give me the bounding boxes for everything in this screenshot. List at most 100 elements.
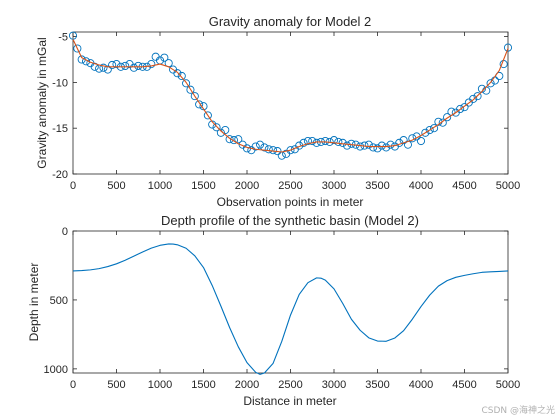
gravity-data-point — [212, 123, 221, 132]
gravity-data-point — [182, 79, 191, 88]
gravity-data-point — [177, 71, 186, 81]
depth-profile-chart: Depth profile of the synthetic basin (Mo… — [27, 213, 520, 408]
depth-xtick-label: 500 — [107, 379, 125, 391]
gravity-data-point — [225, 135, 234, 144]
gravity-xtick-label: 1000 — [148, 180, 172, 192]
gravity-data-point — [264, 145, 273, 154]
gravity-data-point — [456, 104, 465, 114]
gravity-chart-series — [68, 31, 513, 160]
gravity-data-point — [369, 143, 378, 152]
depth-xtick-label: 1500 — [191, 379, 215, 391]
gravity-data-point — [321, 136, 330, 146]
depth-xtick-label: 2000 — [235, 379, 259, 391]
gravity-chart-ticks: 0 500 1000 1500 2000 2500 3000 3500 4000 4500 5000… — [52, 32, 520, 192]
depth-chart-series — [72, 243, 509, 375]
depth-chart-axes-box — [72, 230, 509, 374]
depth-chart-ticks: 0 500 1000 1500 2000 2500 3000 3500 4000 4500 5000… — [44, 226, 521, 391]
gravity-data-point — [195, 100, 204, 109]
gravity-chart-axes-box — [72, 31, 509, 175]
gravity-ytick-label: -10 — [52, 77, 68, 89]
gravity-data-point — [216, 128, 225, 137]
gravity-data-point — [73, 44, 82, 53]
gravity-data-point — [99, 63, 108, 72]
gravity-data-point — [342, 141, 352, 150]
gravity-data-point — [121, 61, 130, 70]
gravity-xtick-label: 500 — [107, 180, 125, 192]
gravity-data-point — [229, 136, 238, 145]
depth-xtick-label: 4500 — [452, 379, 476, 391]
gravity-xtick-label: 5000 — [496, 180, 520, 192]
gravity-data-point — [473, 92, 482, 101]
gravity-xtick-label: 4500 — [452, 180, 476, 192]
depth-chart-ylabel: Depth in meter — [27, 263, 41, 342]
gravity-ytick-label: -20 — [52, 169, 68, 181]
gravity-data-point — [503, 43, 513, 52]
gravity-data-point — [299, 138, 308, 147]
gravity-data-point — [173, 69, 182, 78]
gravity-data-point — [469, 94, 478, 103]
depth-ytick-label: 0 — [62, 226, 68, 238]
depth-xtick-label: 5000 — [496, 379, 520, 391]
gravity-xtick-label: 3000 — [322, 180, 346, 192]
gravity-xtick-label: 2500 — [278, 180, 302, 192]
gravity-data-point — [286, 146, 295, 155]
gravity-data-point — [260, 143, 269, 152]
gravity-chart-title: Gravity anomaly for Model 2 — [209, 14, 372, 29]
gravity-data-point — [134, 61, 143, 70]
depth-xtick-label: 4000 — [409, 379, 433, 391]
gravity-data-point — [429, 124, 439, 133]
gravity-xtick-label: 3500 — [365, 180, 389, 192]
gravity-data-point — [399, 136, 408, 145]
gravity-data-point — [190, 92, 199, 101]
watermark: CSDN @海神之光 — [481, 404, 555, 416]
gravity-data-point — [486, 79, 495, 88]
gravity-data-point — [251, 142, 260, 151]
depth-xtick-label: 3000 — [322, 379, 346, 391]
gravity-data-point — [373, 144, 382, 153]
gravity-xtick-label: 2000 — [235, 180, 259, 192]
gravity-data-point — [425, 125, 434, 135]
gravity-data-point — [308, 136, 317, 146]
gravity-data-point — [421, 128, 430, 137]
gravity-data-point — [303, 136, 312, 146]
gravity-data-point — [234, 135, 243, 144]
depth-series-line-0 — [72, 243, 509, 375]
gravity-data-point — [334, 137, 343, 146]
gravity-data-point — [129, 63, 138, 72]
gravity-data-point — [377, 141, 386, 150]
gravity-data-point — [382, 143, 391, 152]
gravity-anomaly-chart: Gravity anomaly for Model 2 0 500 1000 1500… — [35, 14, 520, 209]
depth-xtick-label: 2500 — [278, 379, 302, 391]
gravity-xtick-label: 4000 — [409, 180, 433, 192]
gravity-data-point — [329, 136, 339, 145]
gravity-series-line-1 — [72, 39, 509, 153]
depth-xtick-label: 3500 — [365, 379, 389, 391]
depth-ytick-label: 1000 — [44, 364, 68, 376]
gravity-data-point — [160, 53, 169, 62]
depth-chart-xlabel: Distance in meter — [243, 394, 336, 408]
gravity-chart-xlabel: Observation points in meter — [217, 195, 364, 209]
gravity-data-point — [203, 111, 212, 120]
depth-xtick-label: 1000 — [148, 379, 172, 391]
gravity-data-point — [186, 85, 195, 94]
gravity-chart-ylabel: Gravity anomaly in mGal — [35, 37, 49, 168]
gravity-ytick-label: -15 — [52, 123, 68, 135]
gravity-ytick-label: -5 — [58, 32, 68, 44]
gravity-data-point — [103, 65, 112, 74]
gravity-data-point — [147, 60, 156, 69]
gravity-data-point — [108, 60, 117, 70]
gravity-data-point — [460, 103, 469, 112]
gravity-data-point — [364, 140, 373, 149]
depth-xtick-label: 0 — [70, 379, 76, 391]
gravity-xtick-label: 1500 — [191, 180, 215, 192]
gravity-xtick-label: 0 — [70, 180, 76, 192]
depth-chart-title: Depth profile of the synthetic basin (Mo… — [161, 213, 419, 228]
depth-ytick-label: 500 — [50, 295, 68, 307]
gravity-data-point — [221, 125, 230, 135]
gravity-data-point — [386, 140, 395, 149]
gravity-data-point — [68, 31, 78, 40]
gravity-data-point — [438, 118, 447, 127]
gravity-data-point — [255, 140, 265, 149]
gravity-data-point — [443, 113, 452, 122]
